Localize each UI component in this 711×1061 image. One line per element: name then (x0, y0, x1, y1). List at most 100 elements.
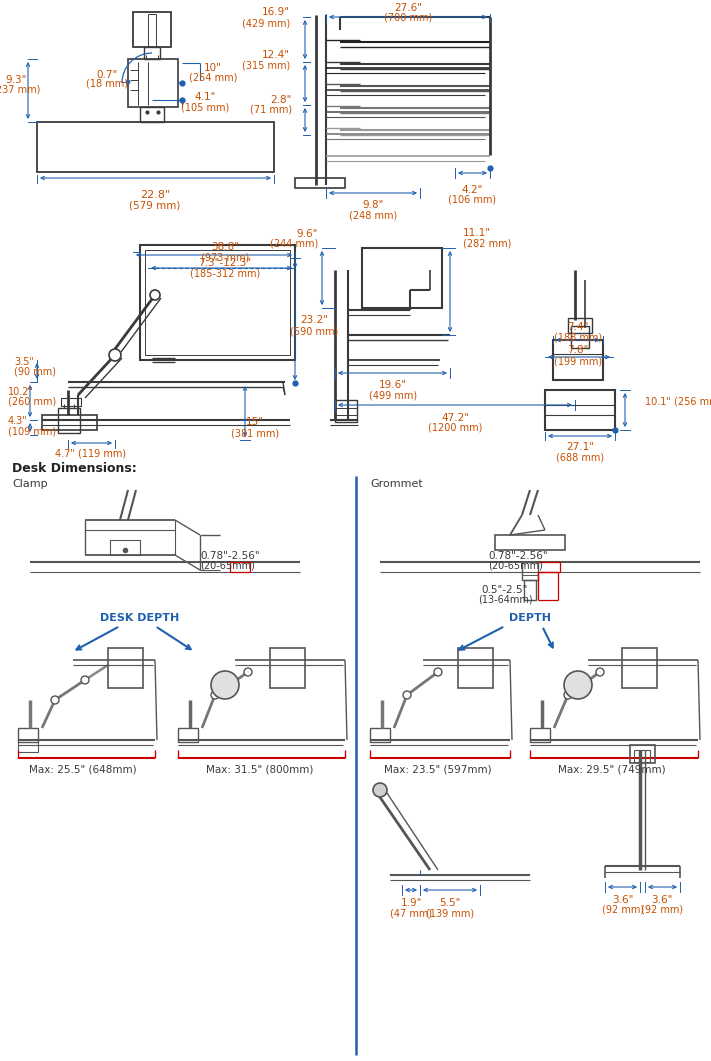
Text: (315 mm): (315 mm) (242, 60, 290, 70)
Text: 12.4": 12.4" (262, 50, 290, 60)
Text: 38.8": 38.8" (211, 242, 239, 253)
Text: 2.8": 2.8" (271, 95, 292, 105)
Bar (61, 398, 81, 406)
Text: (20-65mm): (20-65mm) (488, 561, 543, 571)
Bar (133, 12, 171, 47)
Text: 27.6": 27.6" (394, 3, 422, 13)
Circle shape (596, 668, 604, 676)
Circle shape (211, 671, 239, 699)
Text: 9.6": 9.6" (296, 229, 318, 239)
Bar (145, 250, 290, 355)
Text: Max: 31.5" (800mm): Max: 31.5" (800mm) (206, 764, 314, 775)
Text: (254 mm): (254 mm) (189, 73, 237, 83)
Text: (106 mm): (106 mm) (448, 195, 496, 205)
Bar (335, 400, 357, 422)
Text: (105 mm): (105 mm) (181, 102, 229, 112)
Text: 7.3"-12.3": 7.3"-12.3" (198, 258, 252, 268)
Text: (579 mm): (579 mm) (129, 201, 181, 210)
Text: 27.1": 27.1" (566, 442, 594, 452)
Bar (522, 562, 538, 580)
Bar (37, 122, 274, 172)
Text: 10.1" (256 mm): 10.1" (256 mm) (645, 397, 711, 407)
Text: (973 mm): (973 mm) (201, 253, 249, 263)
Text: 10": 10" (204, 63, 222, 73)
Text: (92 mm): (92 mm) (602, 905, 644, 915)
Text: Grommet: Grommet (370, 479, 423, 489)
Bar (545, 390, 615, 430)
Text: 3.6": 3.6" (651, 895, 673, 905)
Text: Max: 23.5" (597mm): Max: 23.5" (597mm) (384, 764, 492, 775)
Circle shape (81, 676, 89, 684)
Circle shape (150, 290, 160, 300)
Text: (381 mm): (381 mm) (231, 428, 279, 438)
Bar (571, 326, 589, 348)
Text: (244 mm): (244 mm) (269, 239, 318, 249)
Circle shape (373, 783, 387, 797)
Bar (622, 648, 657, 688)
Text: 16.9": 16.9" (262, 7, 290, 17)
Bar (42, 415, 97, 430)
Bar (630, 745, 655, 763)
Text: 4.2": 4.2" (461, 185, 483, 195)
Text: 5.5": 5.5" (439, 898, 461, 908)
Circle shape (403, 691, 411, 699)
Bar (362, 248, 442, 308)
Text: (282 mm): (282 mm) (463, 239, 511, 249)
Text: 0.78"-2.56": 0.78"-2.56" (200, 551, 260, 561)
Bar (553, 340, 603, 380)
Text: (18 mm): (18 mm) (86, 79, 128, 89)
Bar (18, 728, 38, 742)
Text: 7.4": 7.4" (567, 321, 589, 332)
Text: 4.3": 4.3" (8, 416, 28, 427)
Bar (178, 728, 198, 742)
Text: 11.1": 11.1" (463, 228, 491, 238)
Text: Max: 29.5" (749mm): Max: 29.5" (749mm) (558, 764, 665, 775)
Bar (270, 648, 305, 688)
Circle shape (564, 691, 572, 699)
Bar (530, 728, 550, 742)
Text: (260 mm): (260 mm) (8, 397, 56, 407)
Text: (47 mm): (47 mm) (390, 908, 432, 918)
Bar (495, 535, 565, 550)
Text: 4.7" (119 mm): 4.7" (119 mm) (55, 448, 127, 458)
Text: (185-312 mm): (185-312 mm) (190, 269, 260, 279)
Text: Desk Dimensions:: Desk Dimensions: (12, 463, 137, 475)
Bar (568, 318, 592, 333)
Bar (140, 107, 164, 122)
Text: (20-65mm): (20-65mm) (200, 561, 255, 571)
Text: 1.9": 1.9" (400, 898, 422, 908)
Text: (71 mm): (71 mm) (250, 105, 292, 115)
Text: DEPTH: DEPTH (509, 613, 551, 623)
Text: Max: 25.5" (648mm): Max: 25.5" (648mm) (29, 764, 137, 775)
Bar (108, 648, 143, 688)
Circle shape (211, 691, 219, 699)
Text: (13-64mm): (13-64mm) (478, 595, 533, 605)
Text: 0.78"-2.56": 0.78"-2.56" (488, 551, 547, 561)
Bar (58, 408, 80, 433)
Text: 22.8": 22.8" (140, 190, 170, 201)
Text: 10.2": 10.2" (8, 387, 34, 397)
Text: 47.2": 47.2" (441, 413, 469, 423)
Bar (458, 648, 493, 688)
Bar (110, 540, 140, 555)
Text: 7.8": 7.8" (567, 345, 589, 355)
Text: (199 mm): (199 mm) (554, 356, 602, 367)
Bar (634, 750, 650, 762)
Text: (92 mm): (92 mm) (641, 905, 683, 915)
Text: (700 mm): (700 mm) (384, 12, 432, 22)
Text: (499 mm): (499 mm) (369, 390, 417, 400)
Text: 4.1": 4.1" (194, 92, 215, 102)
Bar (524, 580, 536, 601)
Text: 3.6": 3.6" (612, 895, 634, 905)
Text: (248 mm): (248 mm) (349, 210, 397, 220)
Text: (237 mm): (237 mm) (0, 85, 41, 95)
Text: (109 mm): (109 mm) (8, 427, 56, 436)
Text: 15": 15" (246, 417, 264, 427)
Text: 19.6": 19.6" (379, 380, 407, 390)
Text: Clamp: Clamp (12, 479, 48, 489)
Text: (590 mm): (590 mm) (290, 326, 338, 336)
Bar (140, 245, 295, 360)
Text: 3.5": 3.5" (14, 356, 34, 367)
Text: (188 mm): (188 mm) (554, 332, 602, 342)
Text: 9.8": 9.8" (363, 201, 384, 210)
